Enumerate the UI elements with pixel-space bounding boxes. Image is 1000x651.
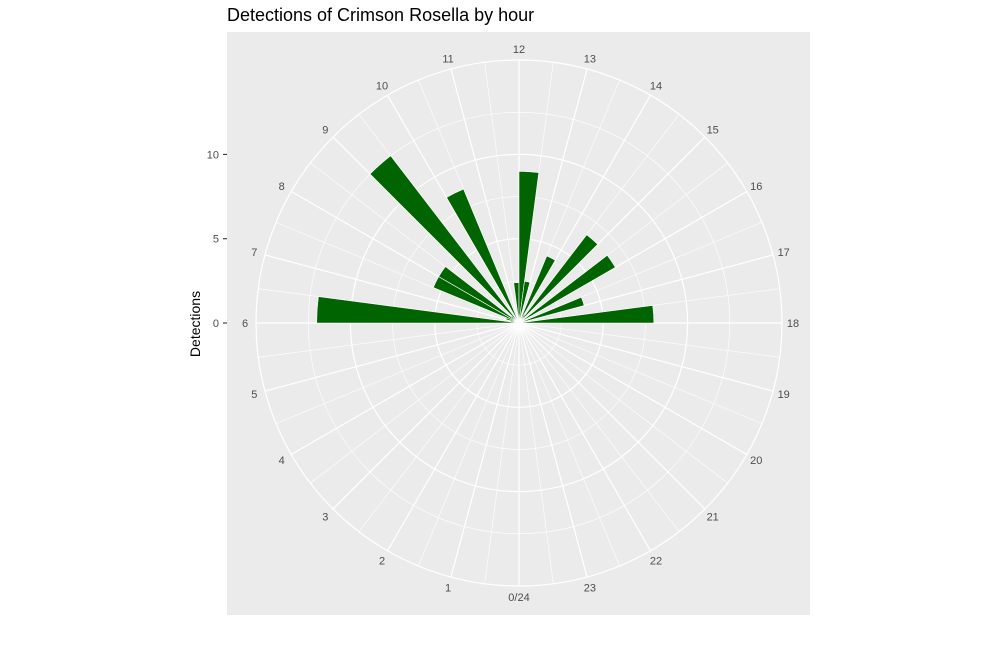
bar xyxy=(316,296,520,324)
bar xyxy=(518,296,585,324)
y-tick-label: 0 xyxy=(213,318,219,330)
hour-label: 17 xyxy=(778,247,790,259)
grid-spoke xyxy=(518,322,588,578)
grid-spoke xyxy=(332,322,520,510)
hour-label: 16 xyxy=(750,181,762,193)
minor-grid-spoke xyxy=(518,322,620,567)
grid-spoke xyxy=(450,68,520,324)
minor-grid-spoke xyxy=(310,322,520,484)
grid-spoke xyxy=(518,322,774,392)
hour-label: 21 xyxy=(707,512,719,524)
grid-spoke xyxy=(386,322,520,552)
bar xyxy=(518,255,556,324)
grid-spoke xyxy=(518,322,748,456)
bar xyxy=(446,188,520,324)
hour-label: 19 xyxy=(778,389,790,401)
bar xyxy=(518,254,616,324)
hour-label: 20 xyxy=(750,455,762,467)
hour-label: 2 xyxy=(379,555,385,567)
grid-spoke xyxy=(518,68,588,324)
minor-grid-spoke xyxy=(418,322,520,567)
hour-label: 9 xyxy=(322,124,328,136)
bar xyxy=(438,266,520,324)
chart-title: Detections of Crimson Rosella by hour xyxy=(227,5,534,25)
grid-spoke xyxy=(518,322,652,552)
minor-grid-spoke xyxy=(518,322,554,584)
hour-label: 3 xyxy=(322,512,328,524)
grid-spoke xyxy=(290,322,520,456)
minor-grid-spoke xyxy=(358,322,520,532)
hour-label: 13 xyxy=(584,53,596,65)
minor-grid-spoke xyxy=(518,322,680,532)
hour-label: 4 xyxy=(279,455,285,467)
bar xyxy=(518,280,531,324)
hour-label: 7 xyxy=(251,247,257,259)
grid-spoke xyxy=(264,322,520,392)
hour-label: 10 xyxy=(376,81,388,93)
hour-label: 18 xyxy=(787,318,799,330)
bar xyxy=(518,234,599,324)
bars xyxy=(316,155,655,324)
hour-label: 8 xyxy=(279,181,285,193)
minor-grid-spoke xyxy=(258,322,520,358)
minor-grid-spoke xyxy=(518,322,780,358)
hour-label: 22 xyxy=(650,555,662,567)
hour-label: 11 xyxy=(442,53,453,65)
hour-label: 14 xyxy=(650,81,662,93)
y-tick-label: 5 xyxy=(213,234,219,246)
bar xyxy=(518,305,655,324)
minor-grid-spoke xyxy=(518,322,728,484)
y-tick-label: 10 xyxy=(207,149,219,161)
hour-label: 0/24 xyxy=(508,592,529,604)
minor-grid-spoke xyxy=(518,322,763,424)
hour-label: 5 xyxy=(251,389,257,401)
hour-label: 1 xyxy=(445,583,451,595)
grid-spoke xyxy=(264,254,520,324)
minor-grid-spoke xyxy=(484,62,520,324)
bar xyxy=(369,155,520,324)
y-axis: 0 5 10 xyxy=(207,149,227,330)
minor-grid-spoke xyxy=(275,322,520,424)
hour-label: 23 xyxy=(584,583,596,595)
minor-grid-spoke xyxy=(484,322,520,584)
hour-label: 15 xyxy=(707,124,719,136)
hour-label: 12 xyxy=(513,44,525,56)
hour-label: 6 xyxy=(242,318,248,330)
grid-spoke xyxy=(518,322,706,510)
y-axis-title: Detections xyxy=(187,291,203,357)
grid-spoke xyxy=(450,322,520,578)
hour-labels: 0/24123456789101112131415161718192021222… xyxy=(242,44,799,604)
